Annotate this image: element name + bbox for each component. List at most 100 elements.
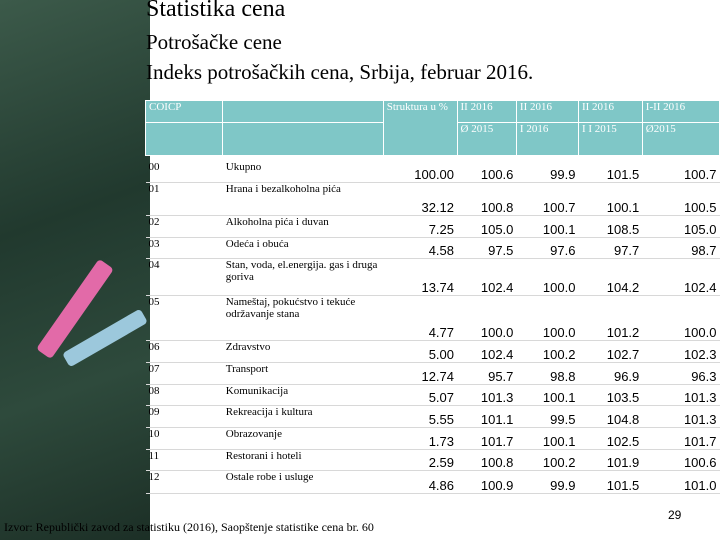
- row-label: Hrana i bezalkoholna pića: [222, 182, 384, 216]
- cell-value: 100.0: [516, 295, 579, 341]
- header-cell: Ø 2015: [456, 122, 517, 156]
- row-label: Zdravstvo: [222, 340, 384, 363]
- cell-value: 101.2: [578, 295, 643, 341]
- row-label: Alkoholna pića i duvan: [222, 215, 384, 238]
- table-row: 04 Stan, voda, el.energija. gas i druga g…: [145, 258, 720, 296]
- row-label: Ostale robe i usluge: [222, 470, 384, 494]
- row-label: Restorani i hoteli: [222, 449, 384, 471]
- cell-value: 32.12: [383, 182, 458, 216]
- row-label: 06: [145, 340, 223, 363]
- cell-value: 100.6: [642, 449, 720, 471]
- row-label: Komunikacija: [222, 384, 384, 406]
- cell-value: 100.2: [516, 449, 579, 471]
- table-row: 12 Ostale robe i usluge 4.86 100.9 99.9 101.5…: [145, 470, 720, 494]
- cell-value: 101.5: [578, 470, 643, 494]
- table-row: 02 Alkoholna pića i duvan 7.25 105.0 100.1 10…: [145, 215, 720, 238]
- cell-value: 100.0: [642, 295, 720, 341]
- row-label: 01: [145, 182, 223, 216]
- cell-value: 95.7: [457, 362, 517, 385]
- cell-value: 102.5: [578, 427, 643, 450]
- cell-value: 1.73: [383, 427, 458, 450]
- row-label: 04: [145, 258, 223, 296]
- cell-value: 99.9: [516, 160, 579, 183]
- cell-value: 104.8: [578, 405, 643, 428]
- row-label: Odeća i obuća: [222, 237, 384, 259]
- table: COICP Struktura u % II 2016 II 2016 II 2016 I…: [144, 100, 720, 494]
- cell-value: 5.07: [383, 384, 458, 406]
- cell-value: 96.9: [578, 362, 643, 385]
- row-label: 05: [145, 295, 223, 341]
- header-cell: Ø2015: [641, 122, 720, 156]
- cell-value: 100.0: [516, 258, 579, 296]
- table-row: 01 Hrana i bezalkoholna pića 32.12 100.8 100…: [145, 182, 720, 216]
- cell-value: 96.3: [642, 362, 720, 385]
- cell-value: 99.5: [516, 405, 579, 428]
- header-cell: I 2016: [515, 122, 579, 156]
- row-label: 03: [145, 237, 223, 259]
- table-row: 08 Komunikacija 5.07 101.3 100.1 103.5 101.3: [145, 384, 720, 406]
- table-row: 06 Zdravstvo 5.00 102.4 100.2 102.7 102.3: [145, 340, 720, 363]
- heading: Indeks potrošačkih cena, Srbija, februar…: [146, 60, 534, 84]
- cell-value: 100.0: [457, 295, 517, 341]
- cell-value: 101.7: [457, 427, 517, 450]
- header-cell: II 2016: [456, 100, 517, 123]
- cell-value: 4.86: [383, 470, 458, 494]
- cell-value: 100.7: [516, 182, 579, 216]
- cell-value: 4.58: [383, 237, 458, 259]
- row-label: Obrazovanje: [222, 427, 384, 450]
- cell-value: 100.1: [516, 384, 579, 406]
- subtitle: Potrošačke cene: [146, 30, 282, 54]
- cell-value: 100.1: [578, 182, 643, 216]
- cell-value: 13.74: [383, 258, 458, 296]
- header-row: COICP Struktura u % II 2016 II 2016 II 2016 I…: [144, 100, 720, 156]
- header-cell: Struktura u %: [382, 100, 458, 156]
- row-label: Nameštaj, pokućstvo i tekuće održavanje …: [222, 295, 384, 341]
- header-cell: [222, 122, 384, 156]
- header-cell: I I 2015: [577, 122, 643, 156]
- cell-value: 12.74: [383, 362, 458, 385]
- cell-value: 101.0: [642, 470, 720, 494]
- cell-value: 5.55: [383, 405, 458, 428]
- cell-value: 100.6: [457, 160, 517, 183]
- row-label: 10: [145, 427, 223, 450]
- table-row: 10 Obrazovanje 1.73 101.7 100.1 102.5 101.7: [145, 427, 720, 450]
- header-cell: [144, 122, 224, 156]
- cell-value: 102.7: [578, 340, 643, 363]
- row-label: Stan, voda, el.energija. gas i druga gor…: [222, 258, 384, 296]
- row-label: Transport: [222, 362, 384, 385]
- cell-value: 98.7: [642, 237, 720, 259]
- cell-value: 7.25: [383, 215, 458, 238]
- table-row: 00 Ukupno 100.00 100.6 99.9 101.5 100.7: [145, 160, 720, 183]
- cell-value: 100.1: [516, 427, 579, 450]
- cell-value: 102.4: [457, 340, 517, 363]
- row-label: 12: [145, 470, 223, 494]
- table-row: 11 Restorani i hoteli 2.59 100.8 100.2 101.9 1…: [145, 449, 720, 471]
- cell-value: 97.6: [516, 237, 579, 259]
- cell-value: 102.3: [642, 340, 720, 363]
- cell-value: 103.5: [578, 384, 643, 406]
- cell-value: 97.5: [457, 237, 517, 259]
- row-label: 02: [145, 215, 223, 238]
- title: Statistika cena: [146, 0, 286, 22]
- cell-value: 4.77: [383, 295, 458, 341]
- cell-value: 5.00: [383, 340, 458, 363]
- cell-value: 100.7: [642, 160, 720, 183]
- cell-value: 100.1: [516, 215, 579, 238]
- cell-value: 104.2: [578, 258, 643, 296]
- table-row: 07 Transport 12.74 95.7 98.8 96.9 96.3: [145, 362, 720, 385]
- row-label: 09: [145, 405, 223, 428]
- chalkboard-image: [0, 0, 150, 540]
- cell-value: 100.8: [457, 449, 517, 471]
- cell-value: 2.59: [383, 449, 458, 471]
- row-label: 00: [145, 160, 223, 183]
- cell-value: 100.9: [457, 470, 517, 494]
- cell-value: 108.5: [578, 215, 643, 238]
- header-cell: COICP: [144, 100, 224, 123]
- row-label: Rekreacija i kultura: [222, 405, 384, 428]
- header-row: Ø 2015 I 2016 I I 2015 Ø2015: [144, 122, 720, 156]
- cell-value: 98.8: [516, 362, 579, 385]
- cell-value: 102.4: [642, 258, 720, 296]
- page-number: 29: [668, 508, 682, 522]
- row-label: 08: [145, 384, 223, 406]
